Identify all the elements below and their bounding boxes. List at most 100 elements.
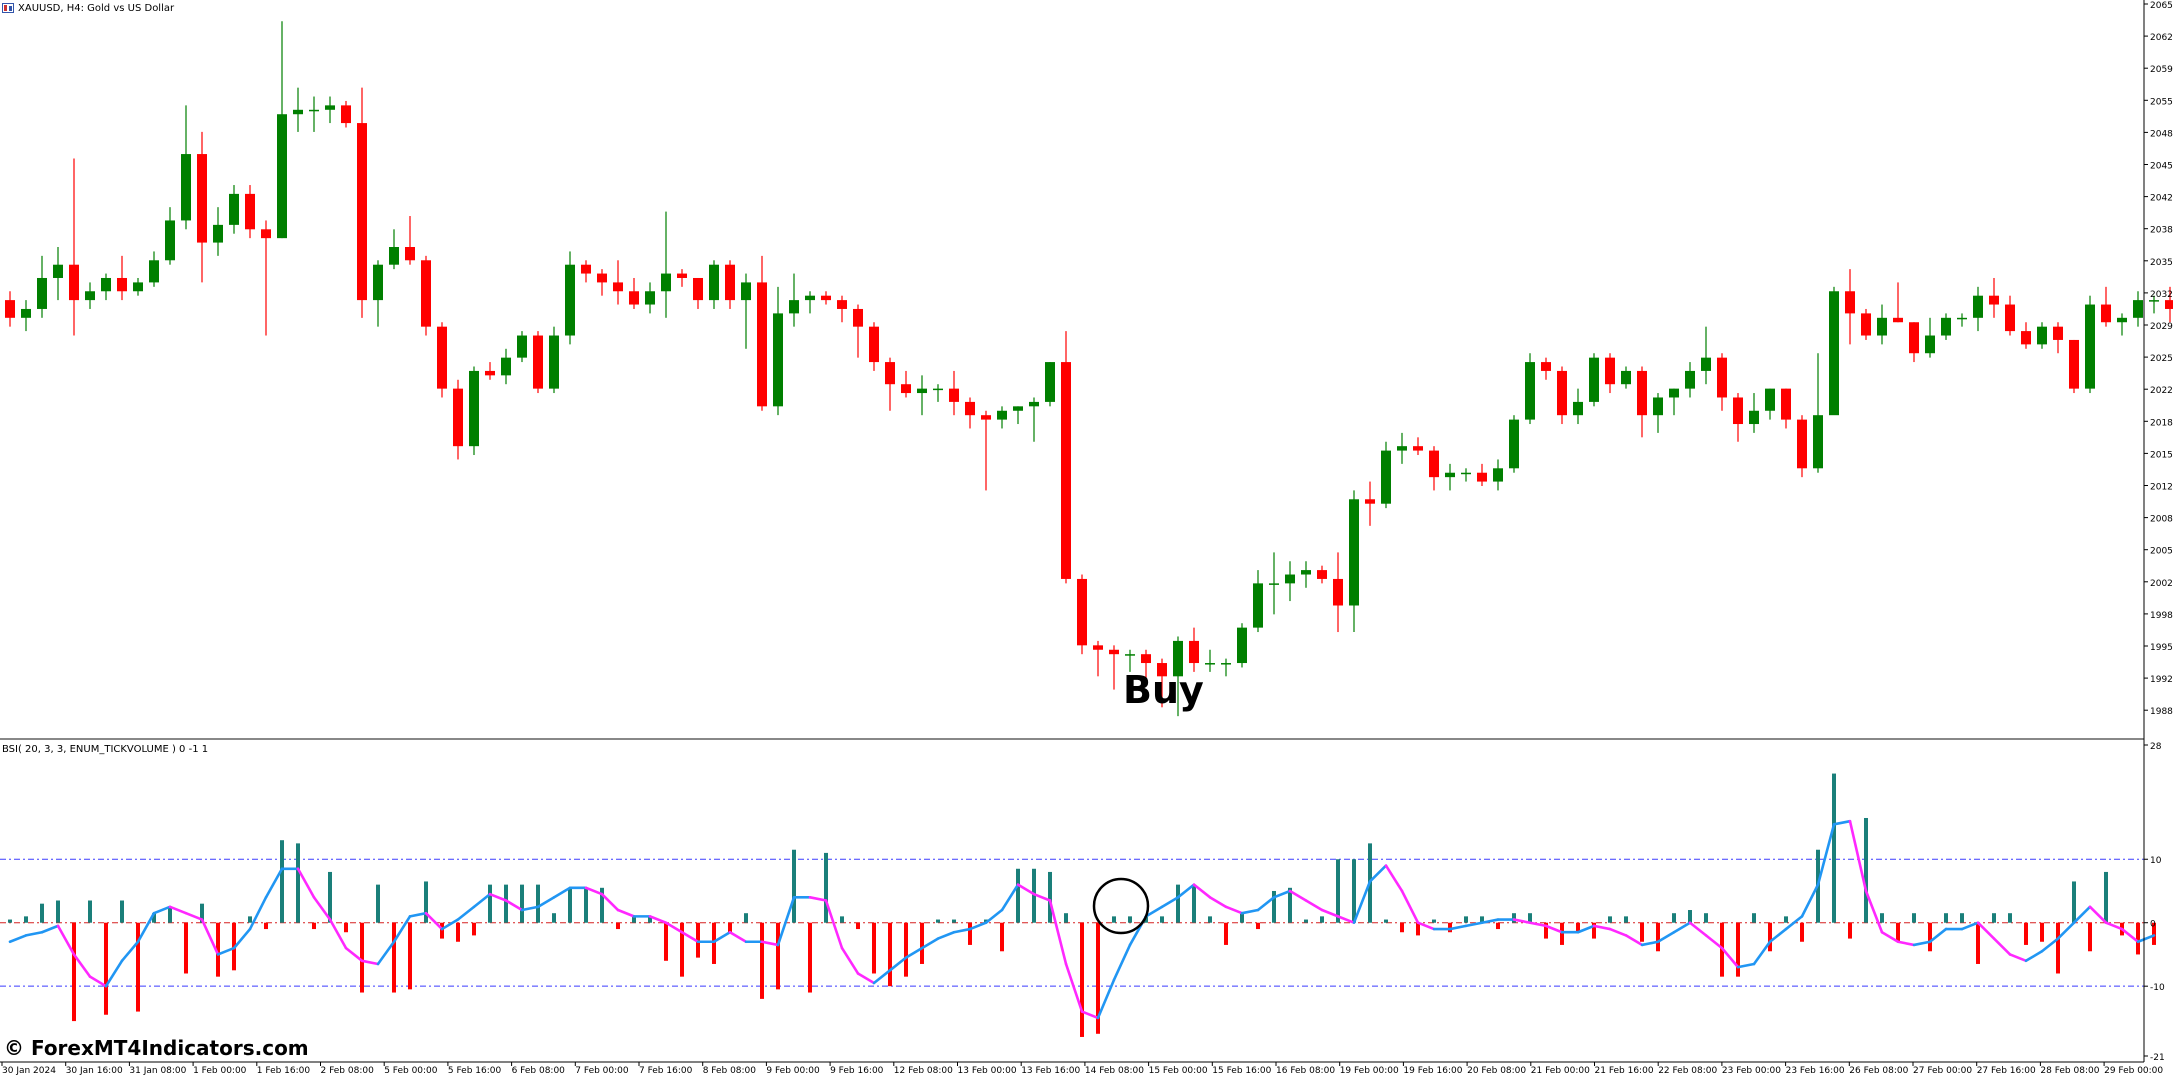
histogram-bar	[520, 884, 524, 923]
candle-body	[949, 388, 959, 402]
signal-line-segment	[344, 946, 364, 963]
histogram-bar	[1688, 910, 1692, 923]
candle-body	[1813, 415, 1823, 469]
signal-line-segment	[456, 905, 476, 921]
candle-body	[981, 415, 991, 420]
candle-body	[485, 370, 495, 376]
signal-line-segment	[1592, 924, 1612, 931]
candle-body	[1605, 357, 1615, 385]
histogram-bar	[664, 922, 668, 961]
signal-line-segment	[1752, 940, 1772, 966]
time-axis-label: 31 Jan 08:00	[129, 1066, 186, 1075]
histogram-bar	[1304, 919, 1308, 923]
signal-line-segment	[616, 908, 636, 918]
signal-line-segment	[168, 905, 188, 915]
signal-line-segment	[1992, 937, 2012, 956]
histogram-bar	[600, 887, 604, 923]
histogram-bar	[872, 922, 876, 974]
signal-line-segment	[1000, 883, 1020, 912]
price-axis-label: 2008	[2150, 515, 2173, 525]
signal-line-segment	[1768, 927, 1788, 944]
candle-body	[133, 282, 143, 292]
signal-line-segment	[1976, 921, 1996, 940]
candle-body	[789, 300, 799, 314]
histogram-bar	[456, 922, 460, 942]
candle-body	[933, 388, 943, 391]
histogram-bar	[408, 922, 412, 990]
candle-body	[1829, 291, 1839, 416]
buy-signal-label: Buy	[1123, 668, 1204, 712]
histogram-bar	[712, 922, 716, 964]
candle-body	[2021, 331, 2031, 345]
signal-line-segment	[552, 886, 572, 899]
histogram-bar	[1336, 859, 1340, 923]
histogram-bar	[360, 922, 364, 993]
candle-body	[1477, 472, 1487, 482]
histogram-bar	[2008, 913, 2012, 923]
candle-body	[1157, 663, 1167, 677]
signal-line-segment	[328, 918, 348, 950]
histogram-bar	[1864, 817, 1868, 923]
time-axis-label: 15 Feb 00:00	[1149, 1066, 1208, 1075]
signal-line-segment	[1224, 905, 1244, 915]
candle-body	[1749, 410, 1759, 425]
histogram-bar	[1752, 913, 1756, 923]
time-axis-label: 26 Feb 08:00	[1849, 1066, 1908, 1075]
candle-body	[325, 105, 335, 110]
time-axis-label: 19 Feb 16:00	[1403, 1066, 1462, 1075]
histogram-bar	[488, 884, 492, 923]
histogram-bar	[1208, 916, 1212, 923]
signal-line-segment	[1464, 921, 1484, 928]
signal-line-segment	[808, 896, 828, 902]
time-axis-label: 30 Jan 2024	[2, 1066, 56, 1075]
candle-body	[533, 335, 543, 389]
signal-line-segment	[2024, 949, 2044, 963]
histogram-bar	[1032, 868, 1036, 923]
candle-body	[101, 277, 111, 292]
histogram-bar	[2072, 881, 2076, 923]
time-axis-label: 15 Feb 16:00	[1212, 1066, 1271, 1075]
histogram-bar	[152, 913, 156, 923]
histogram-bar	[696, 922, 700, 958]
candle-body	[405, 247, 415, 261]
candle-body	[901, 384, 911, 394]
candle-body	[69, 264, 79, 301]
time-axis-label: 20 Feb 08:00	[1467, 1066, 1526, 1075]
histogram-bar	[968, 922, 972, 945]
signal-line-segment	[920, 937, 940, 950]
histogram-bar	[1576, 922, 1580, 933]
histogram-bar	[8, 919, 12, 923]
signal-line-segment	[1512, 918, 1532, 925]
histogram-bar	[56, 900, 60, 923]
candle-body	[1941, 317, 1951, 336]
histogram-bar	[824, 852, 828, 923]
signal-line-segment	[72, 953, 92, 978]
time-axis-label: 13 Feb 16:00	[1021, 1066, 1080, 1075]
histogram-bar	[536, 884, 540, 923]
signal-line-segment	[1336, 915, 1356, 925]
price-axis-label: 2062	[2150, 33, 2173, 43]
candle-body	[1925, 335, 1935, 354]
signal-line-segment	[680, 930, 700, 944]
buy-signal-circle	[1092, 877, 1150, 935]
signal-line-segment	[88, 975, 108, 988]
candle-body	[565, 264, 575, 336]
signal-line-segment	[1352, 880, 1372, 925]
histogram-bar	[1640, 922, 1644, 942]
histogram-bar	[568, 887, 572, 923]
histogram-bar	[1448, 922, 1452, 933]
price-axis-label: 1988	[2150, 707, 2173, 717]
signal-line-segment	[1704, 934, 1724, 950]
signal-line-segment	[264, 867, 284, 899]
candle-body	[549, 335, 559, 389]
signal-line-segment	[536, 896, 556, 909]
signal-line-segment	[1656, 930, 1676, 944]
signal-line-segment	[1160, 896, 1180, 909]
signal-line-segment	[824, 899, 844, 950]
price-axis-label: 1998	[2150, 611, 2173, 621]
time-axis-label: 7 Feb 00:00	[575, 1066, 629, 1075]
signal-line-segment	[1096, 978, 1116, 1020]
histogram-bar	[1272, 890, 1276, 923]
time-axis-label: 5 Feb 00:00	[384, 1066, 438, 1075]
